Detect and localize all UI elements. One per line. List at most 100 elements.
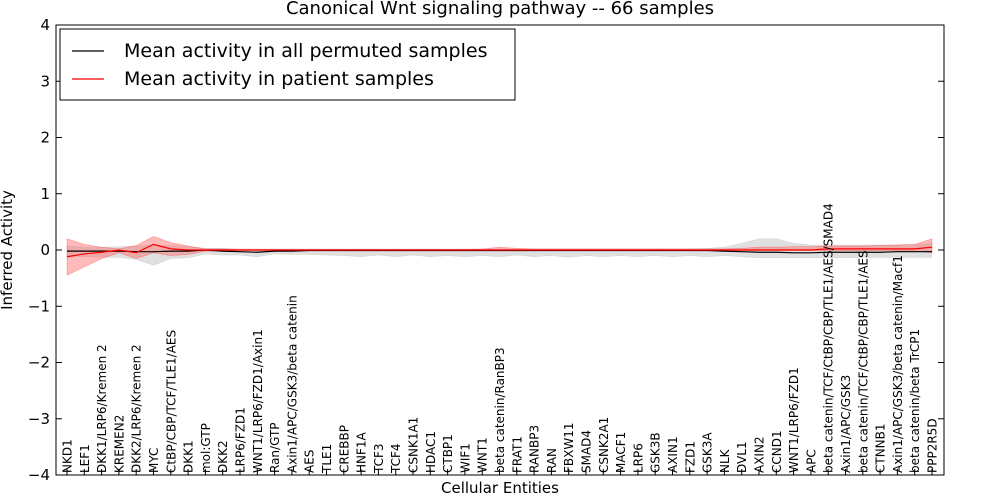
point-patient: [862, 248, 863, 249]
y-tick-label: 3: [40, 72, 50, 90]
point-permuted: [931, 251, 932, 252]
point-patient: [136, 252, 137, 253]
x-tick-label: AES: [303, 450, 317, 473]
point-patient: [170, 248, 171, 249]
point-patient: [845, 248, 846, 249]
point-patient: [741, 249, 742, 250]
x-tick-label: Axin1/APC/GSK3: [839, 375, 853, 473]
point-permuted: [239, 251, 240, 252]
point-patient: [430, 249, 431, 250]
series-line-patient: [66, 243, 933, 258]
point-permuted: [724, 251, 725, 252]
point-patient: [222, 249, 223, 250]
x-tick-label: MYC: [147, 448, 161, 473]
point-permuted: [222, 251, 223, 252]
point-patient: [153, 244, 154, 245]
x-tick-label: CTNNB1: [874, 423, 888, 473]
point-patient: [516, 249, 517, 250]
y-tick-label: −4: [28, 466, 50, 484]
x-tick-label: FZD1: [683, 441, 697, 473]
x-tick-label: TCF3: [372, 443, 386, 474]
point-permuted: [257, 252, 258, 253]
point-patient: [603, 249, 604, 250]
point-patient: [499, 249, 500, 250]
x-tick-label: DKK1: [182, 440, 196, 473]
y-tick-label: 2: [40, 129, 50, 147]
x-tick-label: SMAD4: [580, 430, 594, 473]
x-tick-label: FBXW11: [562, 423, 576, 474]
x-tick-label: CSNK2A1: [597, 417, 611, 473]
point-patient: [914, 248, 915, 249]
point-permuted: [274, 251, 275, 252]
x-tick-label: CSNK1A1: [407, 417, 421, 473]
x-tick-label: WNT1/LRP6/FZD1: [787, 367, 801, 473]
x-tick-label: WNT1/LRP6/FZD1/Axin1: [251, 329, 265, 473]
chart-title: Canonical Wnt signaling pathway -- 66 sa…: [286, 0, 714, 19]
point-permuted: [101, 251, 102, 252]
point-permuted: [118, 251, 119, 252]
x-tick-label: FRAT1: [510, 436, 524, 473]
point-patient: [810, 249, 811, 250]
point-permuted: [776, 252, 777, 253]
point-permuted: [845, 252, 846, 253]
point-patient: [931, 247, 932, 248]
point-permuted: [291, 251, 292, 252]
y-tick-label: −2: [28, 354, 50, 372]
point-patient: [378, 249, 379, 250]
point-permuted: [66, 251, 67, 252]
x-tick-label: MACF1: [614, 432, 628, 473]
x-tick-label: DKK2/LRP6/Kremen 2: [130, 344, 144, 473]
point-patient: [66, 256, 67, 257]
point-patient: [309, 249, 310, 250]
point-patient: [793, 249, 794, 250]
x-tick-label: KREMEN2: [112, 415, 126, 473]
point-permuted: [170, 251, 171, 252]
point-permuted: [758, 252, 759, 253]
legend-label-patient: Mean activity in patient samples: [124, 68, 434, 90]
x-tick-label: HNF1A: [355, 431, 369, 473]
x-tick-label: LEF1: [78, 444, 92, 473]
x-tick-label: TLE1: [320, 444, 334, 474]
x-tick-label: beta catenin/RanBP3: [493, 347, 507, 473]
x-tick-label: LRP6/FZD1: [234, 407, 248, 473]
point-patient: [585, 249, 586, 250]
x-tick-label: TCF4: [389, 443, 403, 474]
y-tick-label: 4: [40, 16, 50, 34]
point-patient: [412, 249, 413, 250]
x-tick-label: Ran/GTP: [268, 422, 282, 473]
point-patient: [205, 249, 206, 250]
point-permuted: [153, 251, 154, 252]
point-patient: [291, 249, 292, 250]
point-permuted: [793, 252, 794, 253]
point-patient: [274, 249, 275, 250]
point-patient: [568, 249, 569, 250]
x-tick-label: PPP2R5D: [926, 418, 940, 473]
x-tick-label: NLK: [718, 448, 732, 473]
point-patient: [672, 249, 673, 250]
point-patient: [118, 249, 119, 250]
x-tick-label: LRP6: [631, 443, 645, 473]
x-tick-label: WIF1: [458, 443, 472, 473]
point-patient: [620, 249, 621, 250]
legend-box: [59, 28, 516, 101]
x-tick-label: Axin1/APC/GSK3/beta catenin/Macf1: [891, 255, 905, 473]
point-patient: [447, 249, 448, 250]
x-tick-label: Axin1/APC/GSK3/beta catenin: [285, 295, 299, 473]
y-tick-label: −1: [28, 297, 50, 315]
point-patient: [689, 249, 690, 250]
point-patient: [326, 249, 327, 250]
x-tick-label: GSK3A: [701, 432, 715, 473]
x-tick-label: RAN: [545, 448, 559, 473]
point-patient: [880, 248, 881, 249]
point-patient: [655, 249, 656, 250]
y-tick-label: 0: [40, 241, 50, 259]
x-tick-label: beta catenin/TCF/CtBP/CBP/TLE1/AES: [856, 250, 870, 473]
point-patient: [482, 249, 483, 250]
x-tick-label: CtBP/CBP/TCF/TLE1/AES: [164, 330, 178, 473]
x-tick-label: CTBP1: [441, 434, 455, 473]
point-permuted: [810, 252, 811, 253]
point-permuted: [897, 251, 898, 252]
point-patient: [637, 249, 638, 250]
